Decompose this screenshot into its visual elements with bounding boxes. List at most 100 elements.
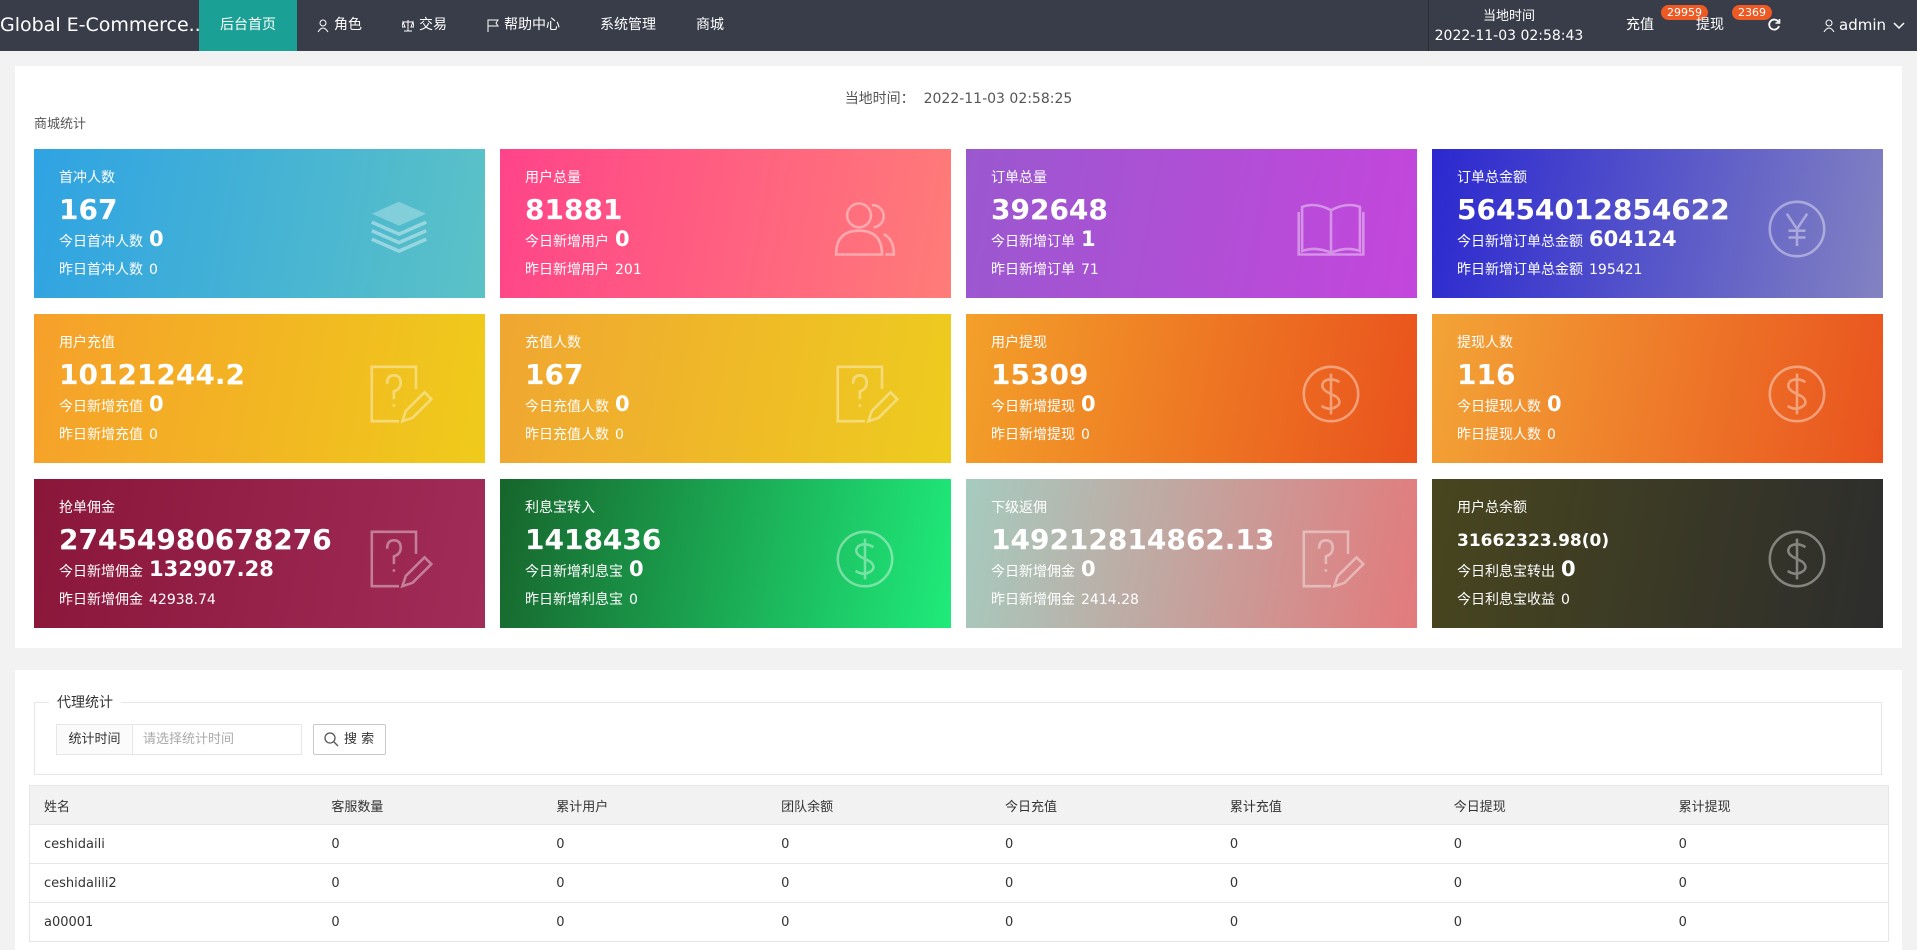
card-value: 56454012854622 [1457,193,1730,226]
table-cell: 0 [1439,863,1665,903]
section-title: 商城统计 [34,117,87,132]
stat-card: 利息宝转入 1418436 今日新增利息宝 0 昨日新增利息宝 0 [500,479,951,628]
column-header: 客服数量 [317,785,543,825]
yesterday-line: 昨日新增充值 0 [59,424,158,444]
column-header: 团队余额 [767,785,991,825]
yesterday-line: 昨日新增订单 71 [991,259,1099,279]
yesterday-label: 昨日新增用户 [525,262,609,278]
nav-item[interactable]: 商城 [676,0,744,51]
column-header: 累计充值 [1215,785,1440,825]
yesterday-line: 昨日新增用户 201 [525,259,642,279]
today-value: 1 [1081,227,1096,251]
table-cell: 0 [542,863,768,903]
yesterday-value: 71 [1081,262,1099,278]
legend: 代理统计 [49,692,121,712]
card-icon [370,530,433,589]
yesterday-value: 42938.74 [149,592,216,608]
table-row: a00001 0 0 0 0 0 0 0 [29,902,1889,942]
card-icon [1768,200,1826,258]
yesterday-line: 昨日新增提现 0 [991,424,1090,444]
card-label: 订单总量 [991,170,1047,186]
table-cell: 0 [1215,902,1440,942]
card-label: 订单总金额 [1457,170,1527,186]
recharge-link[interactable]: 充值 [1626,17,1654,33]
yesterday-label: 昨日提现人数 [1457,427,1541,443]
table-cell: 0 [1215,824,1440,864]
today-label: 今日提现人数 [1457,399,1541,415]
card-value: 116 [1457,358,1516,391]
today-label: 今日新增充值 [59,399,143,415]
card-value: 167 [59,193,118,226]
nav-item[interactable]: 角色 [297,0,382,51]
card-label: 用户提现 [991,335,1047,351]
stat-card: 用户总量 81881 今日新增用户 0 昨日新增用户 201 [500,149,951,298]
badge: 29959 [1661,5,1708,20]
table-cell: 0 [1215,863,1440,903]
user-menu[interactable]: admin [1839,16,1886,34]
yesterday-line: 昨日新增佣金 42938.74 [59,589,216,609]
table-cell: 0 [317,863,543,903]
today-label: 今日新增佣金 [59,564,143,580]
today-line: 今日充值人数 0 [525,392,630,416]
today-label: 今日新增订单 [991,234,1075,250]
today-line: 今日新增用户 0 [525,227,630,251]
nav-label: 商城 [696,17,724,33]
brand[interactable]: Global E-Commerce... [0,14,199,36]
stat-card: 抢单佣金 27454980678276 今日新增佣金 132907.28 昨日新增佣金 4… [34,479,485,628]
today-line: 今日利息宝转出 0 [1457,557,1576,581]
withdraw-link[interactable]: 提现 [1696,17,1724,33]
yesterday-label: 昨日首冲人数 [59,262,143,278]
search-button[interactable]: 搜 索 [313,724,386,755]
yesterday-label: 昨日新增订单总金额 [1457,262,1583,278]
today-value: 0 [1081,557,1096,581]
refresh-icon[interactable] [1767,18,1781,32]
nav-label: 角色 [334,17,362,33]
today-label: 今日首冲人数 [59,234,143,250]
stat-card: 充值人数 167 今日充值人数 0 昨日充值人数 0 [500,314,951,463]
card-icon [836,530,894,588]
time-label: 当地时间： [844,91,915,107]
table-cell: 0 [990,863,1216,903]
time-value: 2022-11-03 02:58:25 [923,91,1073,107]
column-header: 姓名 [29,785,318,825]
yesterday-value: 0 [149,262,158,278]
yesterday-value: 201 [615,262,642,278]
date-input[interactable]: 请选择统计时间 [133,724,302,755]
nav-label: 系统管理 [600,17,656,33]
stat-card: 用户提现 15309 今日新增提现 0 昨日新增提现 0 [966,314,1417,463]
card-label: 利息宝转入 [525,500,595,516]
top-bar: Global E-Commerce... 后台首页 角色 交易 帮助中心 系统管理 商城 … [0,0,1917,51]
caret [1893,22,1905,30]
card-icon [371,201,427,253]
column-header: 累计用户 [542,785,768,825]
table-cell: 0 [542,902,768,942]
yesterday-label: 今日利息宝收益 [1457,592,1555,608]
yesterday-line: 昨日新增订单总金额 195421 [1457,259,1642,279]
today-label: 今日新增订单总金额 [1457,234,1583,250]
stat-card: 订单总金额 56454012854622 今日新增订单总金额 604124 昨日新增订单… [1432,149,1883,298]
yesterday-line: 昨日充值人数 0 [525,424,624,444]
table-cell: 0 [767,902,991,942]
search-icon [324,732,339,747]
today-line: 今日新增充值 0 [59,392,164,416]
nav-item[interactable]: 交易 [382,0,467,51]
today-value: 0 [615,392,630,416]
table-cell: 0 [317,902,543,942]
table-row: ceshidaili 0 0 0 0 0 0 0 [29,824,1889,864]
yesterday-label: 昨日充值人数 [525,427,609,443]
card-value: 392648 [991,193,1108,226]
yesterday-label: 昨日新增佣金 [59,592,143,608]
card-label: 用户充值 [59,335,115,351]
today-line: 今日新增佣金 132907.28 [59,557,274,581]
stats-panel: 当地时间： 2022-11-03 02:58:25 商城统计 首冲人数 167 今日… [15,66,1902,648]
time-label: 当地时间 [1482,9,1535,24]
table-cell: 0 [767,824,991,864]
nav-item[interactable]: 帮助中心 [467,0,580,51]
card-icon [836,365,899,424]
table-cell: 0 [542,824,768,864]
nav-item[interactable]: 系统管理 [580,0,676,51]
card-label: 提现人数 [1457,335,1513,351]
nav-item[interactable]: 后台首页 [199,0,297,51]
column-header: 今日提现 [1439,785,1665,825]
yesterday-value: 0 [149,427,158,443]
